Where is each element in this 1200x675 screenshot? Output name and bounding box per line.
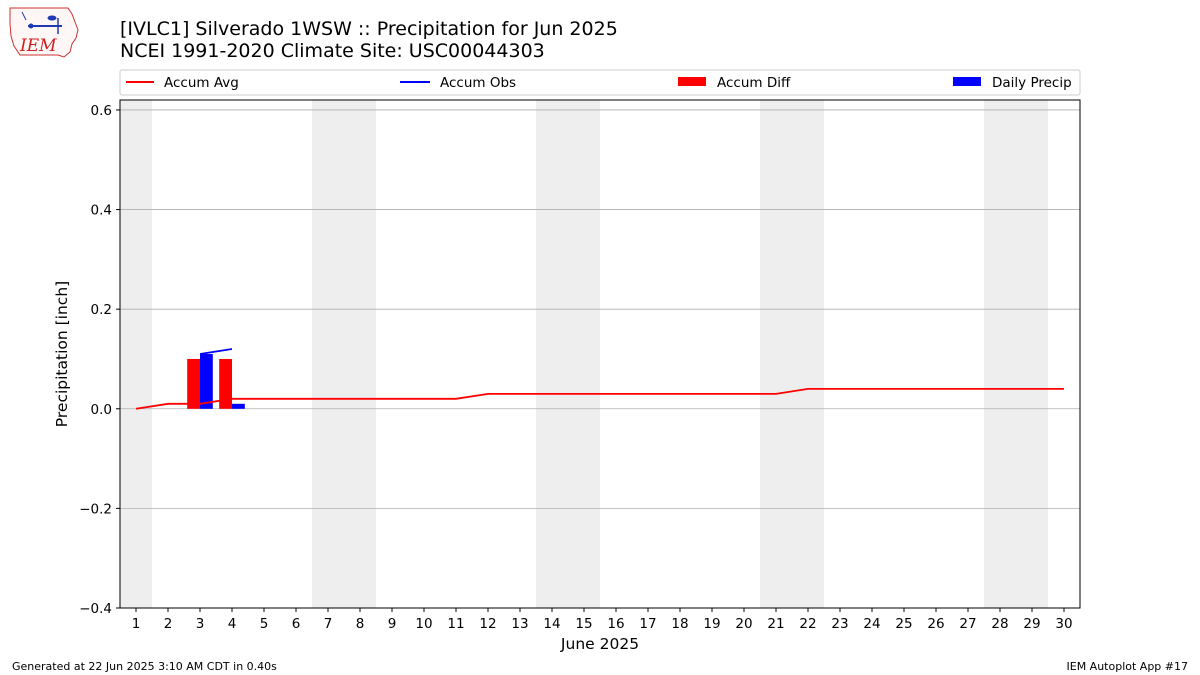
- x-tick-label-7: 7: [324, 616, 333, 632]
- x-tick-label-12: 12: [479, 616, 496, 632]
- x-tick-label-14: 14: [543, 616, 560, 632]
- generated-timestamp: Generated at 22 Jun 2025 3:10 AM CDT in …: [12, 660, 277, 673]
- iem-logo: IEM: [9, 7, 79, 58]
- y-tick-label-0: −0.4: [79, 601, 112, 617]
- legend-label-accum-obs: Accum Obs: [440, 75, 516, 91]
- chart-subtitle: NCEI 1991-2020 Climate Site: USC00044303: [120, 40, 545, 62]
- x-tick-label-15: 15: [575, 616, 592, 632]
- x-tick-label-1: 1: [132, 616, 141, 632]
- accum-diff-bar-day-3: [187, 358, 200, 409]
- x-tick-label-10: 10: [415, 616, 432, 632]
- weekend-band-4: [984, 100, 1048, 608]
- y-tick-label-1: −0.2: [79, 501, 112, 517]
- daily-precip-bar-day-4: [232, 403, 245, 409]
- x-tick-label-17: 17: [639, 616, 656, 632]
- chart-title: [IVLC1] Silverado 1WSW :: Precipitation …: [120, 18, 618, 40]
- legend-label-accum-diff: Accum Diff: [717, 75, 791, 91]
- accum-diff-bar-day-4: [219, 358, 232, 409]
- x-tick-label-8: 8: [356, 616, 365, 632]
- bars: [187, 354, 245, 409]
- x-tick-label-21: 21: [767, 616, 784, 632]
- y-tick-label-2: 0.0: [91, 402, 112, 418]
- legend-swatch-accum-diff: [678, 77, 706, 86]
- x-tick-label-16: 16: [607, 616, 624, 632]
- legend-label-accum-avg: Accum Avg: [164, 75, 239, 91]
- legend-frame: [119, 69, 1081, 96]
- x-tick-label-26: 26: [927, 616, 944, 632]
- x-tick-label-28: 28: [991, 616, 1008, 632]
- weather-instruments-icon: [21, 11, 62, 34]
- iem-logo-text: IEM: [19, 36, 57, 56]
- x-tick-label-5: 5: [260, 616, 269, 632]
- accum-obs-line: [199, 348, 233, 355]
- x-tick-label-13: 13: [511, 616, 528, 632]
- x-tick-label-23: 23: [831, 616, 848, 632]
- x-tick-label-2: 2: [164, 616, 173, 632]
- x-tick-label-6: 6: [292, 616, 301, 632]
- plot-frame: [119, 99, 1081, 609]
- y-ticks: −0.4 −0.2 0.0 0.2 0.4 0.6: [79, 103, 120, 617]
- iowa-outline-icon: [9, 7, 79, 58]
- legend-label-daily-precip: Daily Precip: [992, 75, 1072, 91]
- x-tick-label-29: 29: [1023, 616, 1040, 632]
- autoplot-app-id: IEM Autoplot App #17: [1067, 660, 1189, 673]
- x-tick-label-20: 20: [735, 616, 752, 632]
- x-tick-label-4: 4: [228, 616, 237, 632]
- x-tick-label-24: 24: [863, 616, 880, 632]
- x-tick-label-30: 30: [1055, 616, 1072, 632]
- weekend-bands: [120, 100, 1048, 608]
- weekend-band-0: [120, 100, 152, 608]
- y-tick-label-5: 0.6: [91, 103, 112, 119]
- x-axis-label: June 2025: [560, 635, 639, 653]
- x-tick-label-3: 3: [196, 616, 205, 632]
- weekend-band-3: [760, 100, 824, 608]
- x-ticks: 1 2 3 4 5 6 7 8 9 10 11 12 13 14 15 16 17 18 19 20 21 22 23 24 2…: [132, 608, 1073, 632]
- daily-precip-bar-day-3: [200, 354, 213, 409]
- y-tick-label-3: 0.2: [91, 302, 112, 318]
- x-tick-label-25: 25: [895, 616, 912, 632]
- x-tick-label-22: 22: [799, 616, 816, 632]
- weekend-band-1: [312, 100, 376, 608]
- legend-swatch-daily-precip: [953, 77, 981, 86]
- y-tick-label-4: 0.4: [91, 203, 112, 219]
- x-tick-label-11: 11: [447, 616, 464, 632]
- weekend-band-2: [536, 100, 600, 608]
- x-tick-label-9: 9: [388, 616, 397, 632]
- legend: Accum Avg Accum Obs Accum Diff Daily Pre…: [119, 69, 1081, 96]
- accum-avg-line: [135, 387, 1064, 410]
- y-axis-label: Precipitation [inch]: [53, 281, 71, 427]
- x-tick-label-19: 19: [703, 616, 720, 632]
- lines: [135, 348, 1064, 410]
- x-tick-label-27: 27: [959, 616, 976, 632]
- x-tick-label-18: 18: [671, 616, 688, 632]
